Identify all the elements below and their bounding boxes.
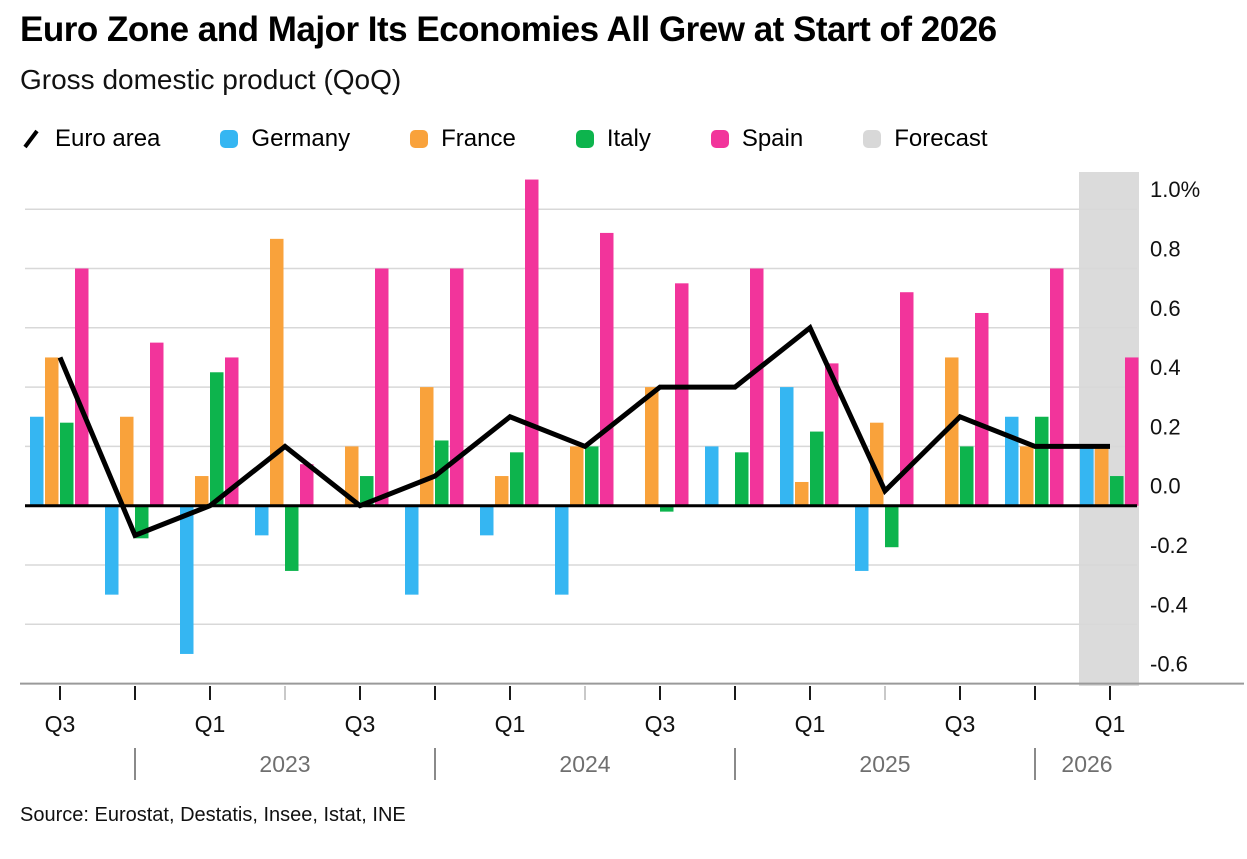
bar-france	[270, 238, 284, 506]
x-tick-label: Q3	[45, 711, 76, 737]
bar-spain	[750, 268, 764, 506]
legend-item-forecast: Forecast	[863, 125, 988, 153]
bar-france	[495, 476, 509, 506]
bar-spain	[825, 363, 839, 506]
y-axis-label: -0.4	[1150, 592, 1188, 617]
bar-france	[45, 357, 59, 506]
bar-italy	[285, 505, 299, 571]
year-label: 2025	[859, 751, 910, 777]
year-label: 2026	[1061, 751, 1112, 777]
x-tick-label: Q3	[345, 711, 376, 737]
legend-item-italy: Italy	[575, 125, 651, 153]
y-axis-label: 0.6	[1150, 296, 1181, 321]
bar-france	[645, 387, 659, 506]
x-tick-label: Q3	[645, 711, 676, 737]
legend-item-france: France	[410, 125, 516, 153]
y-axis-label: 0.8	[1150, 237, 1181, 262]
year-label: 2024	[559, 751, 610, 777]
bar-spain	[225, 357, 239, 506]
bar-france	[795, 481, 809, 506]
bar-germany	[255, 505, 269, 536]
bar-germany	[855, 505, 869, 571]
legend-label: Euro area	[55, 125, 161, 152]
bar-germany	[1005, 416, 1019, 506]
bar-france	[345, 446, 359, 506]
x-tick-label: Q3	[945, 711, 976, 737]
bar-spain	[450, 268, 464, 506]
bar-germany	[555, 505, 569, 595]
bar-italy	[810, 431, 824, 506]
bar-germany	[30, 416, 44, 506]
y-axis-label: 0.0	[1150, 474, 1181, 499]
legend-label: Italy	[606, 125, 651, 152]
chart-subtitle: Gross domestic product (QoQ)	[20, 64, 402, 95]
legend-label: Germany	[251, 125, 351, 152]
bar-italy	[60, 422, 74, 506]
bar-spain	[975, 312, 989, 506]
legend-item-spain: Spain	[710, 125, 804, 153]
bar-italy	[210, 372, 224, 506]
y-axis-label: 0.2	[1150, 414, 1181, 439]
bar-italy	[885, 505, 899, 548]
bar-spain	[150, 342, 164, 506]
bar-germany	[705, 446, 719, 506]
legend-label: Spain	[741, 125, 804, 152]
bar-spain	[525, 179, 539, 506]
bar-italy	[1035, 416, 1049, 506]
x-tick-label: Q1	[795, 711, 826, 737]
bar-germany	[405, 505, 419, 595]
y-axis-label: -0.2	[1150, 533, 1188, 558]
bar-italy	[360, 476, 374, 506]
bar-france	[945, 357, 959, 506]
bar-italy	[1110, 476, 1124, 506]
legend-label: Forecast	[894, 125, 988, 152]
bar-spain	[600, 232, 614, 506]
legend: Euro area Germany France Italy Spain Forecast	[22, 120, 1048, 158]
bar-spain	[1125, 357, 1139, 506]
y-axis-label: -0.6	[1150, 652, 1188, 677]
bar-italy	[660, 505, 674, 512]
bar-germany	[1080, 446, 1094, 506]
bar-germany	[180, 505, 194, 654]
bar-spain	[1050, 268, 1064, 506]
bar-spain	[375, 268, 389, 506]
legend-label: France	[441, 125, 516, 152]
bar-germany	[780, 387, 794, 506]
bar-germany	[105, 505, 119, 595]
bar-spain	[675, 283, 689, 506]
x-tick-label: Q1	[195, 711, 226, 737]
bar-spain	[300, 464, 314, 506]
bar-france	[1020, 446, 1034, 506]
italy-swatch-icon	[575, 130, 594, 148]
x-tick-label: Q1	[1095, 711, 1126, 737]
spain-swatch-icon	[710, 130, 729, 148]
y-axis-label: 0.4	[1150, 355, 1181, 380]
bar-germany	[480, 505, 494, 536]
euro-area-line-icon	[23, 129, 39, 149]
bar-france	[120, 416, 134, 506]
bar-france	[420, 387, 434, 506]
bar-spain	[900, 292, 914, 506]
bar-france	[195, 476, 209, 506]
legend-item-germany: Germany	[220, 125, 350, 153]
euro-area-line	[57, 323, 1110, 539]
bar-spain	[75, 268, 89, 506]
bar-italy	[960, 446, 974, 506]
bar-italy	[510, 452, 524, 506]
bar-italy	[735, 452, 749, 506]
forecast-swatch-icon	[863, 130, 882, 148]
year-label: 2023	[259, 751, 310, 777]
gdp-chart: 1.0% 0.8 0.6 0.4 0.2 0.0 -0.2 -0.4 -0.6 Q3 Q1 Q3 Q1 Q…	[20, 172, 1244, 780]
page-title: Euro Zone and Major Its Economies All Gr…	[20, 10, 997, 49]
legend-item-euro-area: Euro area	[22, 125, 160, 153]
y-axis-label: 1.0%	[1150, 177, 1200, 202]
x-tick-label: Q1	[495, 711, 526, 737]
bar-france	[1095, 446, 1109, 506]
source-note: Source: Eurostat, Destatis, Insee, Istat…	[20, 804, 406, 826]
germany-swatch-icon	[220, 130, 239, 148]
france-swatch-icon	[410, 130, 429, 148]
bar-italy	[585, 446, 599, 506]
bar-france	[570, 446, 584, 506]
